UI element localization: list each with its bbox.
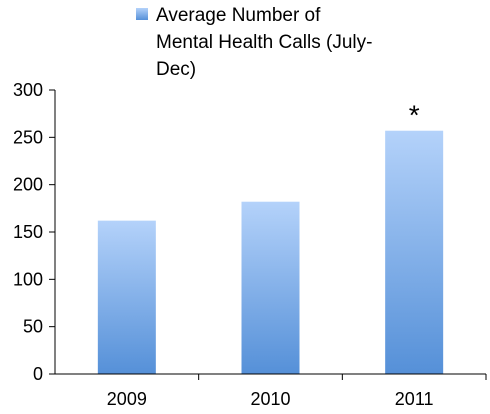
legend-label-line-2: Mental Health Calls (July- — [156, 32, 372, 53]
x-tick-label-2010: 2010 — [250, 389, 290, 409]
y-tick-label: 0 — [33, 364, 43, 384]
annotation-asterisk: * — [409, 100, 420, 131]
legend-label-line-1: Average Number of — [156, 5, 321, 26]
legend-swatch — [136, 8, 148, 20]
bars-group — [97, 130, 444, 374]
y-tick-label: 50 — [23, 317, 43, 337]
y-axis-ticks: 0 50 100 150 200 250 300 — [13, 80, 55, 384]
y-tick-label: 250 — [13, 127, 43, 147]
y-tick-label: 300 — [13, 80, 43, 100]
bar-2010 — [241, 201, 300, 374]
bar-2011 — [385, 130, 444, 374]
y-tick-label: 100 — [13, 269, 43, 289]
y-tick-label: 150 — [13, 222, 43, 242]
x-tick-label-2009: 2009 — [107, 389, 147, 409]
x-tick-label-2011: 2011 — [395, 389, 434, 409]
annotations-group: * — [409, 100, 420, 131]
x-axis-ticks: 2009 2010 2011 — [107, 374, 487, 409]
y-tick-label: 200 — [13, 175, 43, 195]
bar-2009 — [97, 220, 156, 374]
legend-label-line-3: Dec) — [156, 59, 196, 80]
legend: Average Number of Mental Health Calls (J… — [136, 5, 372, 80]
